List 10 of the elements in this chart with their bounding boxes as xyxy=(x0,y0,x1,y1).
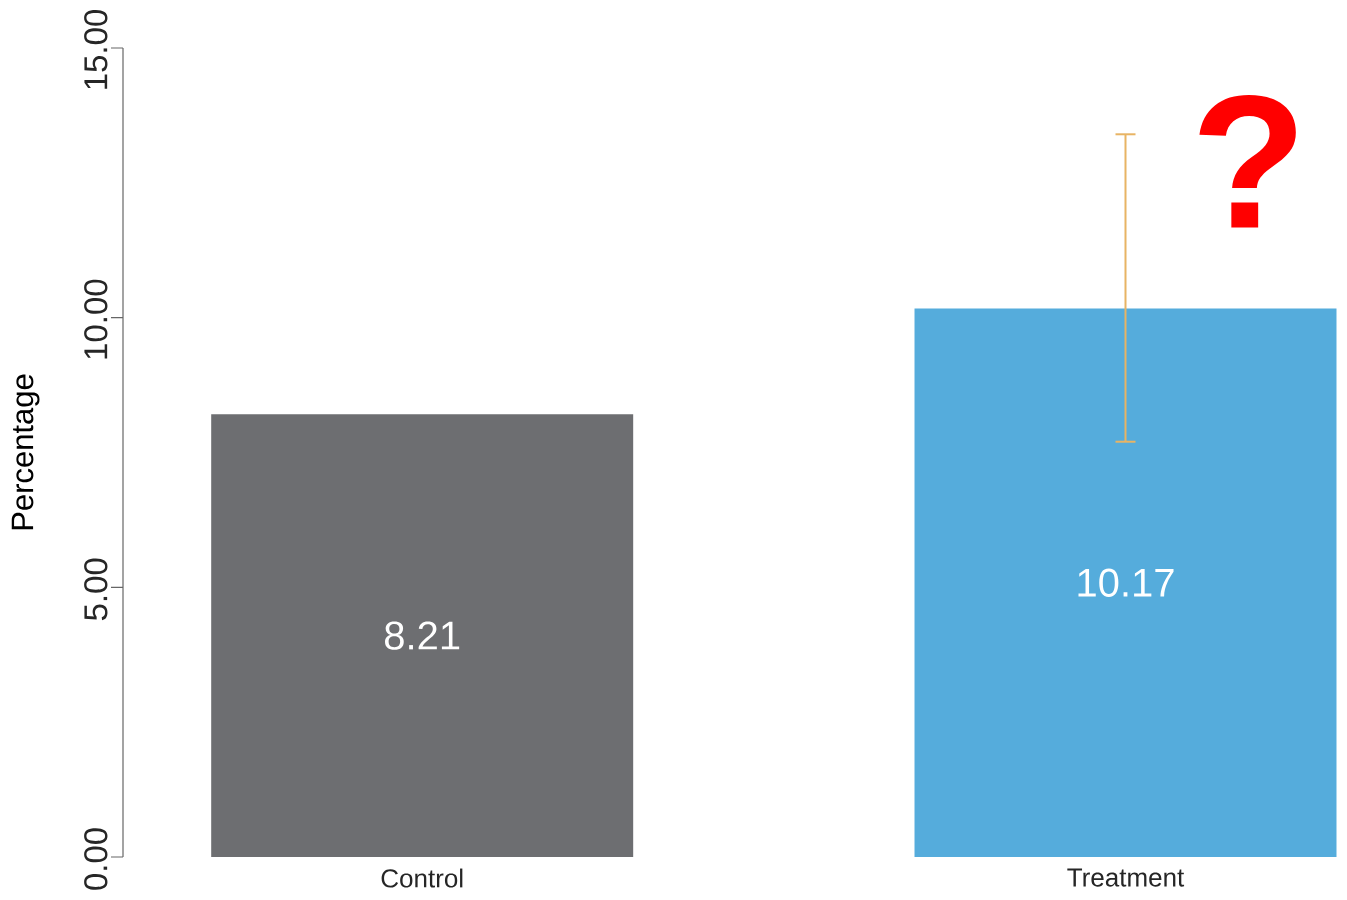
data-label: 10.17 xyxy=(1078,568,1174,597)
y-tick-label: 15.00 xyxy=(84,10,108,89)
data-label: 8.21 xyxy=(385,621,460,650)
x-tick-label: Control xyxy=(381,868,463,888)
y-tick-label: 10.00 xyxy=(84,279,108,359)
y-tick-label: 0.00 xyxy=(84,828,108,890)
y-axis-title: Percentage xyxy=(11,374,40,530)
y-tick-label: 5.00 xyxy=(84,558,108,621)
x-tick-label: Treatment xyxy=(1067,868,1185,887)
annotation: ? xyxy=(1199,94,1296,228)
